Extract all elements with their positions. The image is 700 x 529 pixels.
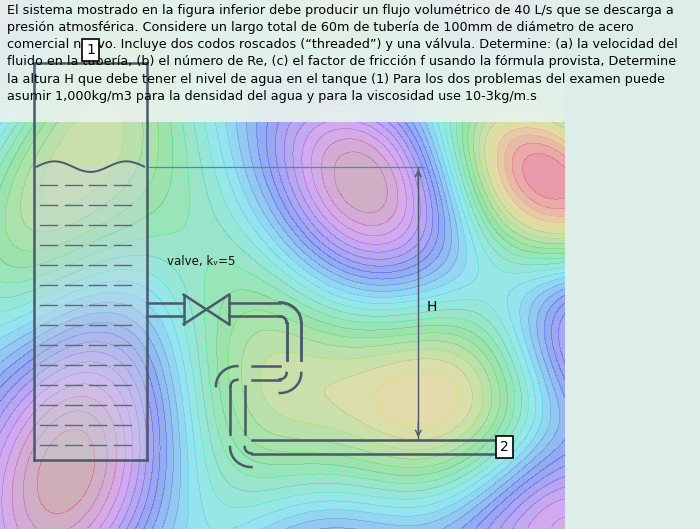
Text: 1: 1 xyxy=(86,43,95,57)
Bar xyxy=(0,0,565,122)
Text: H: H xyxy=(427,300,437,314)
Text: valve, kᵥ=5: valve, kᵥ=5 xyxy=(167,255,235,268)
Text: 2: 2 xyxy=(500,440,509,454)
Text: El sistema mostrado en la figura inferior debe producir un flujo volumétrico de : El sistema mostrado en la figura inferio… xyxy=(7,4,678,103)
Bar xyxy=(36,165,146,459)
